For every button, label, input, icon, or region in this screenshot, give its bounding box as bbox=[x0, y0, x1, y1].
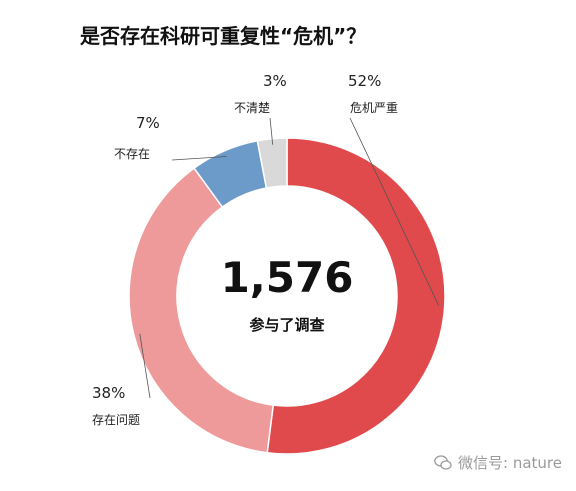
donut-slice bbox=[266, 137, 446, 455]
center-caption: 参与了调查 bbox=[249, 316, 325, 334]
watermark-text: 微信号: nature bbox=[458, 454, 562, 472]
chart-title: 是否存在科研可重复性“危机”？ bbox=[80, 24, 367, 48]
watermark: 微信号: nature bbox=[434, 452, 562, 473]
slice-category-label: 存在问题 bbox=[92, 413, 140, 427]
slice-category-label: 不清楚 bbox=[234, 101, 270, 115]
center-total: 1,576 bbox=[221, 253, 354, 302]
slice-category-label: 危机严重 bbox=[350, 101, 398, 115]
slice-percent-label: 7% bbox=[136, 114, 160, 132]
wechat-icon bbox=[434, 454, 452, 471]
slice-percent-label: 52% bbox=[348, 72, 381, 90]
slice-percent-label: 3% bbox=[263, 72, 287, 90]
leader-line bbox=[269, 117, 274, 145]
donut-slice bbox=[256, 137, 288, 189]
leader-line bbox=[139, 333, 151, 399]
leader-line bbox=[171, 156, 227, 161]
slice-percent-label: 38% bbox=[92, 384, 125, 402]
leader-line bbox=[349, 117, 440, 306]
donut-slice bbox=[128, 167, 275, 454]
slice-category-label: 不存在 bbox=[114, 147, 150, 161]
